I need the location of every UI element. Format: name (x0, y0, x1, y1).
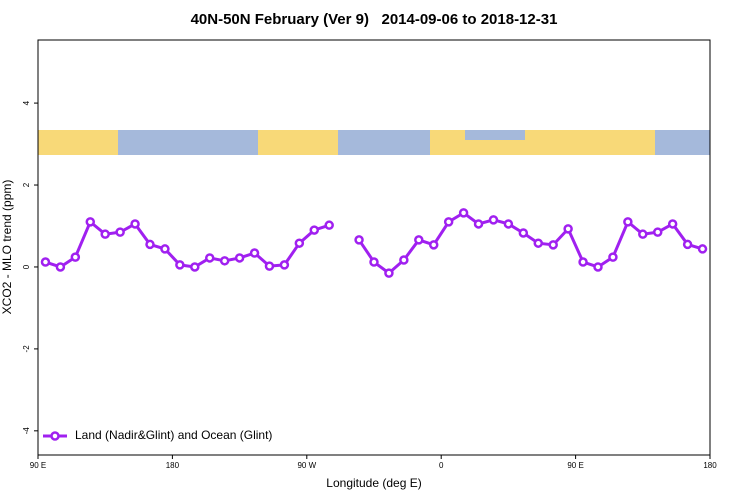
data-point (623, 217, 633, 227)
y-tick-label: -2 (22, 345, 31, 353)
data-point (548, 240, 558, 250)
data-point (638, 229, 648, 239)
y-axis-label: XCO2 - MLO trend (ppm) (0, 180, 14, 315)
data-point (40, 257, 51, 267)
data-point (369, 257, 379, 267)
data-point (384, 268, 394, 278)
data-point (204, 253, 215, 263)
data-point (458, 208, 469, 218)
data-point (503, 219, 514, 229)
data-point (563, 224, 573, 234)
data-point (518, 228, 529, 238)
legend-marker (50, 431, 60, 441)
legend-label: Land (Nadir&Glint) and Ocean (Glint) (75, 428, 272, 442)
data-point (145, 239, 155, 250)
data-point (608, 252, 618, 262)
data-point (473, 219, 484, 229)
data-point (234, 253, 245, 263)
data-point (85, 217, 96, 227)
data-point (249, 248, 260, 258)
data-point (100, 229, 110, 239)
data-point (309, 225, 320, 235)
data-point (264, 261, 275, 271)
data-point (697, 244, 708, 254)
data-point (324, 220, 334, 230)
data-point (667, 219, 678, 229)
data-point (175, 260, 185, 270)
data-point (294, 238, 305, 248)
y-tick-label: 0 (22, 264, 31, 269)
x-tick-label: 90 W (297, 461, 316, 470)
data-point (354, 235, 364, 245)
data-point (414, 235, 424, 245)
x-axis-label: Longitude (deg E) (326, 476, 421, 490)
x-tick-label: 180 (703, 461, 717, 470)
x-tick-label: 0 (439, 461, 444, 470)
x-tick-label: 90 E (30, 461, 46, 470)
data-point (682, 239, 693, 250)
data-point (428, 240, 439, 250)
data-point (70, 252, 81, 262)
chart-title: 40N-50N February (Ver 9) 2014-09-06 to 2… (191, 11, 558, 28)
data-point (652, 227, 663, 237)
x-tick-label: 180 (166, 461, 180, 470)
data-point (115, 227, 125, 237)
data-point (578, 257, 588, 267)
data-point (488, 215, 499, 225)
y-tick-label: 2 (22, 182, 31, 187)
data-point (190, 262, 200, 272)
data-point (219, 256, 230, 266)
data-point (160, 244, 170, 254)
y-tick-label: 4 (22, 100, 31, 105)
y-tick-label: -4 (22, 427, 31, 435)
data-point (55, 262, 66, 272)
data-point (593, 262, 603, 272)
map-strip (38, 130, 710, 155)
data-point (130, 219, 140, 229)
data-point (443, 217, 454, 227)
data-point (399, 255, 409, 265)
data-point (279, 260, 290, 270)
x-tick-label: 90 E (567, 461, 583, 470)
plot-frame (37, 39, 711, 456)
data-point (533, 238, 544, 248)
